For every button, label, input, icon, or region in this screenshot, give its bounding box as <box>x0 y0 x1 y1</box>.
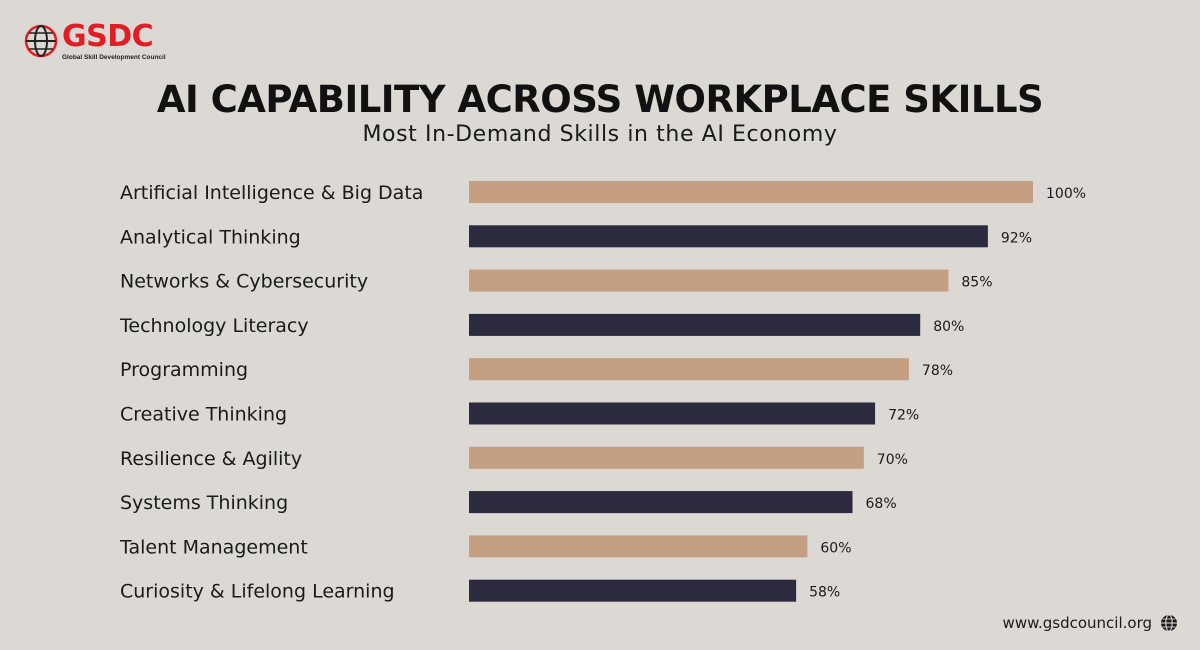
brand-tagline: Global Skill Development Council <box>62 54 166 61</box>
bar <box>469 269 949 292</box>
value-label: 80% <box>933 319 964 335</box>
value-label: 78% <box>922 363 953 379</box>
value-label: 70% <box>877 452 908 468</box>
category-label: Talent Management <box>119 536 308 558</box>
value-label: 100% <box>1046 186 1086 202</box>
category-label: Curiosity & Lifelong Learning <box>120 581 395 603</box>
website-url[interactable]: www.gsdcouncil.org <box>1002 614 1152 632</box>
bar <box>469 358 909 381</box>
category-label: Networks & Cybersecurity <box>120 271 368 293</box>
value-label: 85% <box>961 275 992 291</box>
category-label: Technology Literacy <box>119 315 309 337</box>
bar <box>469 402 876 425</box>
bar <box>469 313 921 336</box>
category-label: Systems Thinking <box>120 492 288 514</box>
value-label: 60% <box>820 540 851 556</box>
bar <box>469 446 864 469</box>
category-label: Creative Thinking <box>120 404 287 426</box>
value-label: 92% <box>1001 230 1032 246</box>
globe-logo-icon <box>24 24 58 58</box>
globe-icon <box>1161 614 1177 632</box>
category-label: Programming <box>120 359 248 381</box>
bar <box>469 491 853 514</box>
brand-name: GSDC <box>62 19 154 54</box>
bar <box>469 579 797 602</box>
category-label: Resilience & Agility <box>120 448 302 470</box>
footer: www.gsdcouncil.org <box>1003 612 1178 634</box>
bar <box>469 535 808 558</box>
chart-title: AI CAPABILITY ACROSS WORKPLACE SKILLS <box>156 78 1044 121</box>
bar <box>469 181 1033 203</box>
value-label: 58% <box>809 585 840 601</box>
category-label: Analytical Thinking <box>120 226 301 248</box>
value-label: 72% <box>888 408 919 424</box>
bar <box>469 225 988 248</box>
category-label: Artificial Intelligence & Big Data <box>120 182 423 204</box>
chart-subtitle: Most In-Demand Skills in the AI Economy <box>362 122 838 147</box>
brand-logo: GSDC Global Skill Development Council <box>22 18 172 66</box>
value-label: 68% <box>866 496 897 512</box>
